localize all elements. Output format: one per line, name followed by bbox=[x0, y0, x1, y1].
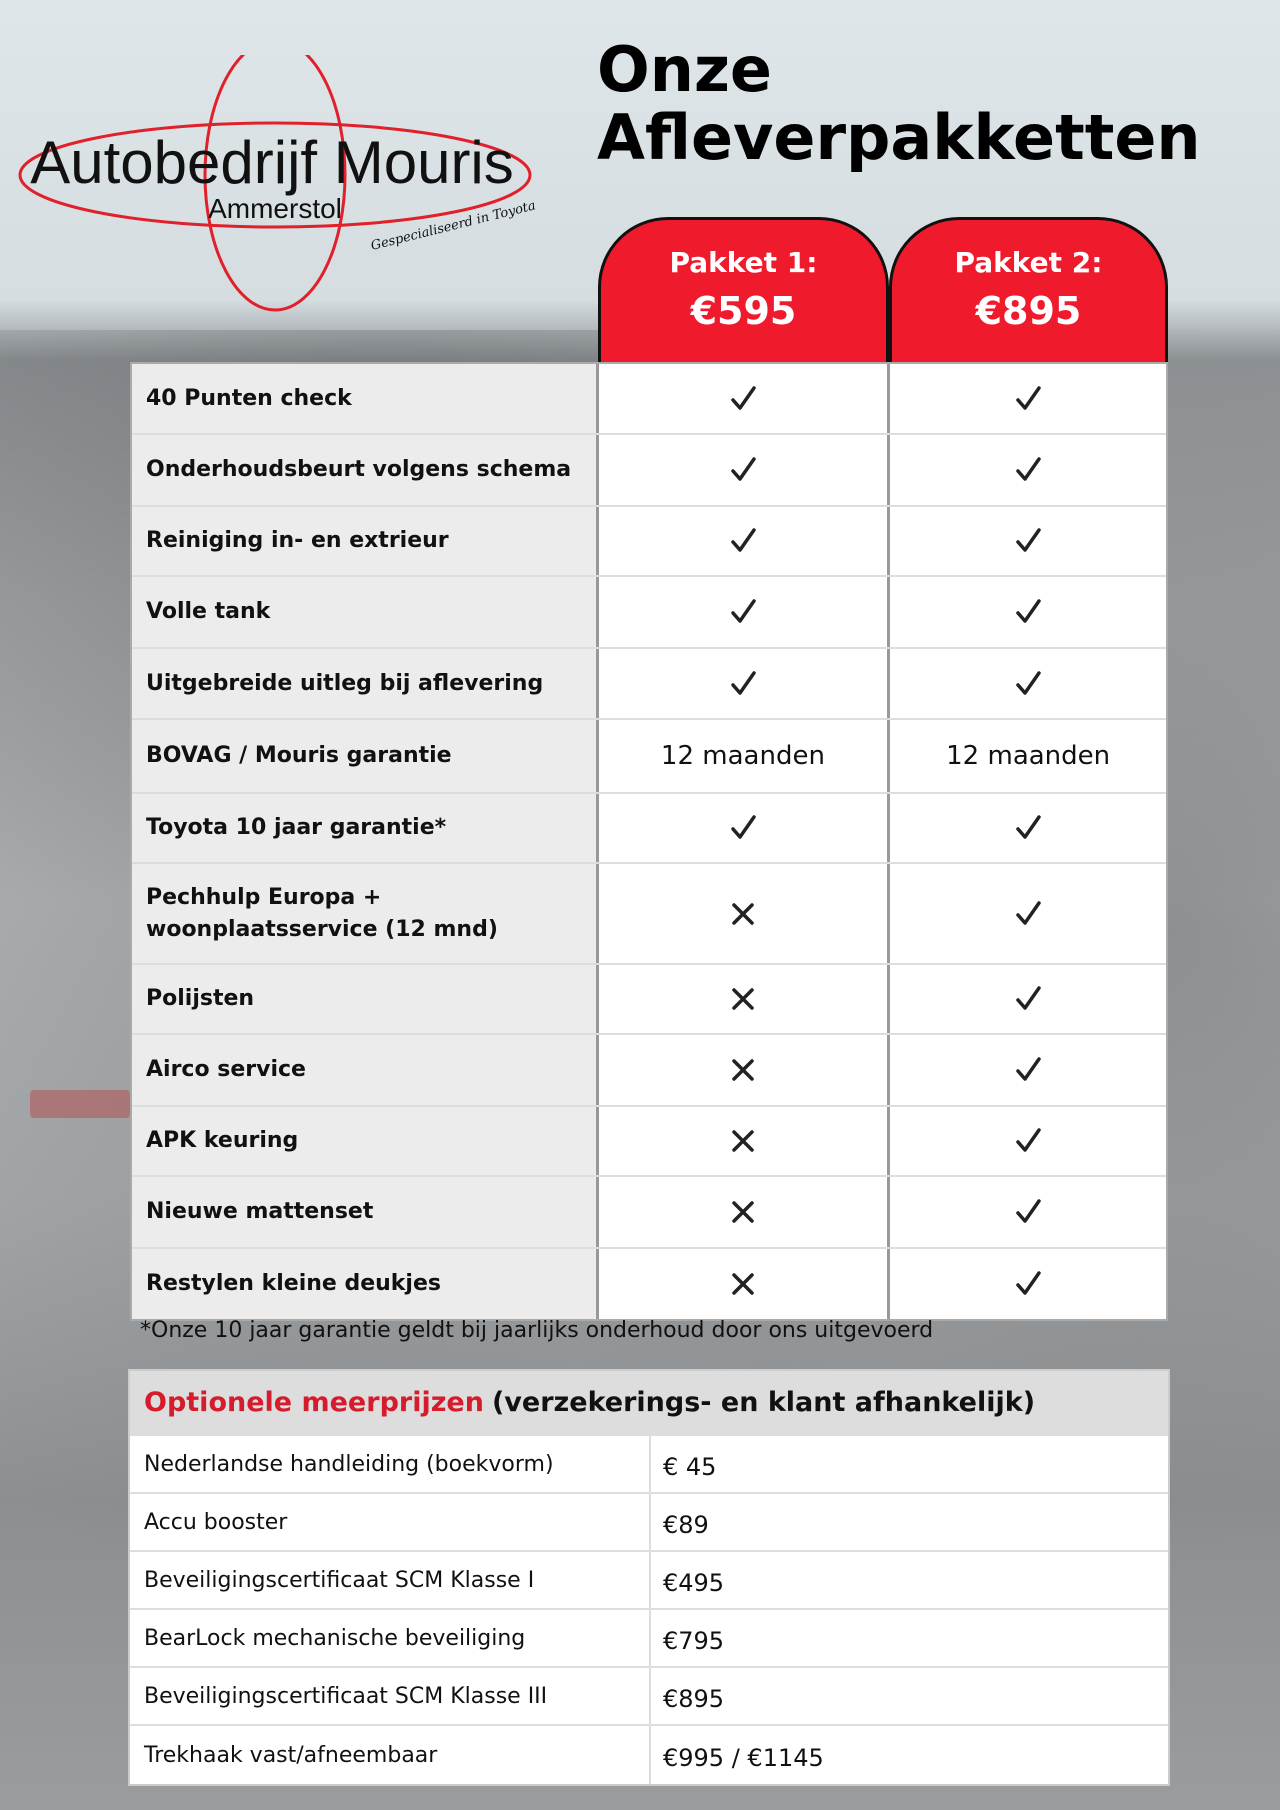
feature-label: Nieuwe mattenset bbox=[132, 1177, 599, 1247]
check-icon bbox=[887, 364, 1166, 433]
feature-row: Airco service bbox=[132, 1035, 1166, 1107]
check-icon bbox=[599, 507, 888, 575]
feature-row: Polijsten bbox=[132, 965, 1166, 1035]
package-price: €895 bbox=[975, 289, 1082, 333]
feature-row: BOVAG / Mouris garantie 12 maanden 12 maan… bbox=[132, 720, 1166, 794]
feature-label: APK keuring bbox=[132, 1107, 599, 1175]
logo-name: Autobedrijf Mouris bbox=[30, 129, 514, 196]
feature-value: 12 maanden bbox=[660, 741, 825, 771]
check-icon bbox=[887, 507, 1166, 575]
cross-icon bbox=[599, 1177, 888, 1247]
check-icon bbox=[887, 794, 1166, 862]
package-name: Pakket 2: bbox=[954, 246, 1103, 279]
check-icon bbox=[887, 864, 1166, 963]
cross-icon bbox=[599, 1249, 888, 1319]
feature-row: Toyota 10 jaar garantie* bbox=[132, 794, 1166, 864]
package-2-header: Pakket 2: €895 bbox=[889, 217, 1168, 362]
footnote: *Onze 10 jaar garantie geldt bij jaarlij… bbox=[140, 1318, 934, 1343]
optional-item: Beveiligingscertificaat SCM Klasse I bbox=[130, 1552, 651, 1608]
feature-row: Onderhoudsbeurt volgens schema bbox=[132, 435, 1166, 507]
optional-price: €895 bbox=[663, 1685, 725, 1713]
feature-comparison-table: 40 Punten check Onderhoudsbeurt volgens s… bbox=[130, 362, 1168, 1321]
feature-label: Uitgebreide uitleg bij aflevering bbox=[132, 649, 599, 718]
feature-row: Reiniging in- en extrieur bbox=[132, 507, 1166, 577]
logo-tagline: Gespecialiseerd in Toyota bbox=[369, 198, 537, 254]
feature-label: BOVAG / Mouris garantie bbox=[132, 720, 599, 792]
check-icon bbox=[887, 1035, 1166, 1105]
cross-icon bbox=[599, 1035, 888, 1105]
optional-row: BearLock mechanische beveiliging €795 bbox=[130, 1608, 1168, 1666]
feature-label: Polijsten bbox=[132, 965, 599, 1033]
optional-item: BearLock mechanische beveiliging bbox=[130, 1610, 651, 1666]
optional-price: €89 bbox=[663, 1511, 709, 1539]
check-icon bbox=[599, 577, 888, 647]
logo-ellipse-horizontal bbox=[18, 121, 532, 229]
optional-item: Trekhaak vast/afneembaar bbox=[130, 1726, 651, 1784]
tail-light bbox=[30, 1090, 130, 1118]
feature-value: 12 maanden bbox=[887, 720, 1166, 792]
optional-price: €795 bbox=[663, 1627, 725, 1655]
feature-label: Volle tank bbox=[132, 577, 599, 647]
optional-prices-table: Optionele meerprijzen (verzekerings- en … bbox=[128, 1369, 1170, 1786]
cross-icon bbox=[599, 965, 888, 1033]
optional-price: € 45 bbox=[663, 1453, 717, 1481]
optional-row: Nederlandse handleiding (boekvorm) € 45 bbox=[130, 1434, 1168, 1492]
feature-row: Restylen kleine deukjes bbox=[132, 1249, 1166, 1319]
check-icon bbox=[599, 649, 888, 718]
feature-label: Restylen kleine deukjes bbox=[132, 1249, 599, 1319]
feature-row: 40 Punten check bbox=[132, 364, 1166, 435]
optional-item: Accu booster bbox=[130, 1494, 651, 1550]
check-icon bbox=[599, 794, 888, 862]
package-name: Pakket 1: bbox=[669, 246, 818, 279]
cross-icon bbox=[599, 864, 888, 963]
check-icon bbox=[887, 577, 1166, 647]
optional-item: Beveiligingscertificaat SCM Klasse III bbox=[130, 1668, 651, 1724]
optional-price: €495 bbox=[663, 1569, 725, 1597]
title-line-1: Onze bbox=[597, 33, 772, 106]
feature-row: APK keuring bbox=[132, 1107, 1166, 1177]
logo-place: Ammerstol bbox=[208, 193, 342, 224]
title-line-2: Afleverpakketten bbox=[597, 101, 1201, 174]
optional-item: Nederlandse handleiding (boekvorm) bbox=[130, 1436, 651, 1492]
logo-ellipse-vertical bbox=[203, 55, 347, 312]
optional-subtitle: (verzekerings- en klant afhankelijk) bbox=[491, 1387, 1036, 1418]
feature-label: Airco service bbox=[132, 1035, 599, 1105]
package-price: €595 bbox=[690, 289, 797, 333]
check-icon bbox=[599, 364, 888, 433]
feature-label: Pechhulp Europa + woonplaatsservice (12 … bbox=[132, 864, 599, 963]
cross-icon bbox=[599, 1107, 888, 1175]
feature-label: Toyota 10 jaar garantie* bbox=[132, 794, 599, 862]
optional-prices-header: Optionele meerprijzen (verzekerings- en … bbox=[130, 1371, 1168, 1434]
feature-label: 40 Punten check bbox=[132, 364, 599, 433]
page-title: Onze Afleverpakketten bbox=[597, 36, 1201, 172]
check-icon bbox=[887, 649, 1166, 718]
check-icon bbox=[599, 435, 888, 505]
optional-row: Beveiligingscertificaat SCM Klasse I €495 bbox=[130, 1550, 1168, 1608]
check-icon bbox=[887, 965, 1166, 1033]
check-icon bbox=[887, 1249, 1166, 1319]
feature-label: Onderhoudsbeurt volgens schema bbox=[132, 435, 599, 505]
feature-row: Uitgebreide uitleg bij aflevering bbox=[132, 649, 1166, 720]
optional-row: Beveiligingscertificaat SCM Klasse III €8… bbox=[130, 1666, 1168, 1724]
check-icon bbox=[887, 1107, 1166, 1175]
logo: Autobedrijf Mouris Ammerstol Gespecialis… bbox=[18, 55, 537, 312]
feature-row: Volle tank bbox=[132, 577, 1166, 649]
optional-title: Optionele meerprijzen bbox=[144, 1387, 484, 1418]
optional-row: Trekhaak vast/afneembaar €995 / €1145 bbox=[130, 1724, 1168, 1784]
feature-label: Reiniging in- en extrieur bbox=[132, 507, 599, 575]
package-1-header: Pakket 1: €595 bbox=[598, 217, 889, 362]
feature-row: Nieuwe mattenset bbox=[132, 1177, 1166, 1249]
feature-row: Pechhulp Europa + woonplaatsservice (12 … bbox=[132, 864, 1166, 965]
check-icon bbox=[887, 435, 1166, 505]
optional-price: €995 / €1145 bbox=[663, 1744, 824, 1772]
optional-row: Accu booster €89 bbox=[130, 1492, 1168, 1550]
check-icon bbox=[887, 1177, 1166, 1247]
